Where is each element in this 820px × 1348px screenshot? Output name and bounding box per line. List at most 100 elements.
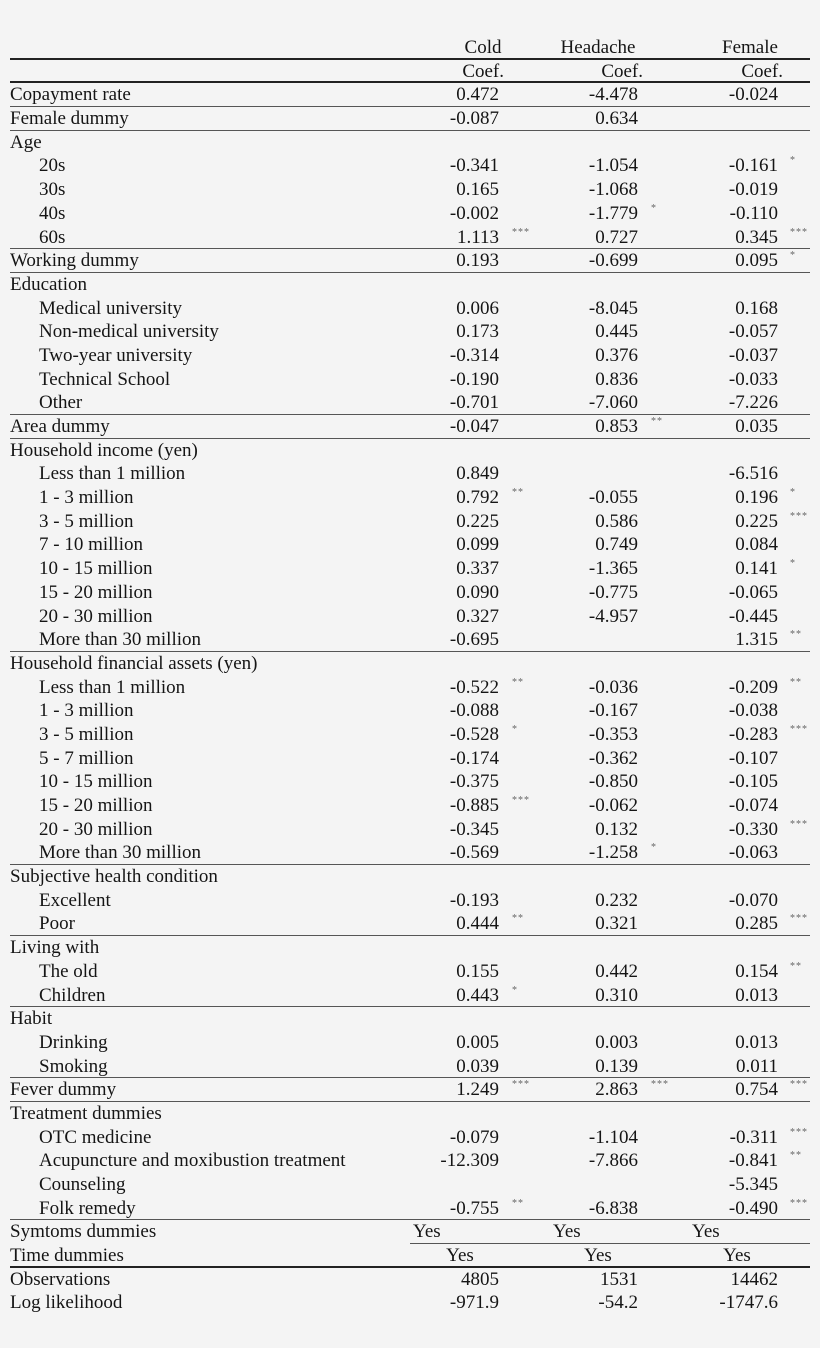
row-label: Smoking [39,1055,108,1077]
coef-value: -0.375 [449,771,499,793]
row-label: 3 - 5 million [39,510,134,532]
row-label: Counseling [39,1174,126,1195]
coef-value: -1.365 [588,558,638,580]
row-label: Age [10,131,42,153]
table-row: OTC medicine -0.079 -1.104 -0.311 *** [0,1126,820,1150]
coef-value: 1.315 [735,629,778,651]
stat-value: -1747.6 [719,1292,778,1314]
coef-value: -0.695 [449,629,499,651]
significance-stars: ** [651,416,663,427]
table-row: Counseling -5.345 [0,1173,820,1197]
coef-value: 1.113 [456,226,499,248]
stat-value: 4805 [461,1268,499,1290]
row-label: Education [10,273,88,295]
row-label: 15 - 20 million [39,581,153,603]
row-label: Less than 1 million [39,676,186,698]
significance-stars: ** [512,1197,524,1209]
coef-value: -0.062 [588,795,638,816]
coef-value: 0.005 [456,1031,499,1053]
row-label: More than 30 million [39,842,202,864]
coef-value: 0.225 [735,510,778,532]
subheader-row: Coef. Coef. Coef. [0,60,820,84]
significance-stars: *** [512,1079,530,1091]
row-label: 20s [39,155,66,177]
coef-value: 0.013 [735,984,778,1006]
table-row: 3 - 5 million -0.528 * -0.353 -0.283 *** [0,723,820,747]
row-label: 5 - 7 million [39,747,134,769]
table-row: Education [0,273,820,297]
table-row: 20 - 30 million 0.327 -4.957 -0.445 [0,605,820,629]
coef-value: -0.314 [449,344,499,366]
dummy-indicator: Yes [692,1221,720,1243]
coef-value: -0.841 [728,1150,778,1172]
coef-value: -0.699 [588,250,638,272]
significance-stars: * [790,250,796,262]
coef-value: -1.779 [588,202,638,224]
stat-value: -971.9 [449,1292,499,1314]
table-row: 30s 0.165 -1.068 -0.019 [0,178,820,202]
coef-value: 0.196 [735,487,778,509]
table-row: 1 - 3 million 0.792 ** -0.055 0.196 * [0,486,820,510]
dummy-indicator: Yes [413,1221,441,1243]
coef-value: -0.161 [728,155,778,177]
coef-value: -0.490 [728,1197,778,1219]
significance-stars: *** [790,510,808,522]
coef-value: 0.337 [456,558,499,580]
coef-value: 0.095 [735,250,778,272]
coef-value: -0.569 [449,842,499,864]
coef-value: 0.586 [595,510,638,532]
row-label: OTC medicine [39,1126,152,1148]
coef-value: -0.522 [449,676,499,698]
stat-value: 14462 [730,1268,779,1290]
table-row: Excellent -0.193 0.232 -0.070 [0,889,820,913]
row-label: Less than 1 million [39,463,186,485]
coef-value: 1.249 [456,1079,499,1101]
table-row: Treatment dummies [0,1102,820,1126]
coef-value: -0.063 [728,842,778,864]
row-label: 60s [39,226,66,248]
coef-header: Coef. [601,60,643,82]
coef-value: 0.445 [595,321,638,343]
coef-value: -0.330 [728,818,778,840]
table-row: 7 - 10 million 0.099 0.749 0.084 [0,533,820,557]
significance-stars: *** [790,1126,808,1138]
coef-value: -4.957 [588,605,638,627]
table-row: Acupuncture and moxibustion treatment -12… [0,1149,820,1173]
row-label: Acupuncture and moxibustion treatment [39,1150,346,1172]
table-row: Drinking 0.005 0.003 0.013 [0,1031,820,1055]
coef-value: 0.232 [595,889,638,911]
coef-header: Coef. [741,60,783,82]
coef-value: 0.754 [735,1079,778,1101]
table-row: Smoking 0.039 0.139 0.011 [0,1055,820,1079]
coef-value: -4.478 [588,84,638,106]
table-row: Medical university 0.006 -8.045 0.168 [0,297,820,321]
coef-value: 0.099 [456,534,499,556]
coef-value: 0.003 [595,1031,638,1053]
table-row: Habit [0,1007,820,1031]
table-row: 5 - 7 million -0.174 -0.362 -0.107 [0,747,820,771]
table-row: 20 - 30 million -0.345 0.132 -0.330 *** [0,818,820,842]
row-label: 30s [39,179,66,201]
row-label: Technical School [39,368,171,390]
coef-value: 0.849 [456,463,499,485]
coef-value: -0.193 [449,889,499,911]
coef-value: 0.836 [595,368,638,390]
coef-value: 0.039 [456,1055,499,1077]
table-row: Poor 0.444 ** 0.321 0.285 *** [0,912,820,936]
significance-stars: * [790,558,796,570]
coef-value: -7.226 [728,392,778,414]
table-row: Technical School -0.190 0.836 -0.033 [0,368,820,392]
coef-value: -0.105 [728,771,778,793]
row-label: Medical university [39,297,182,319]
coef-value: -0.057 [728,321,778,343]
significance-stars: ** [790,960,802,972]
table-row: The old 0.155 0.442 0.154 ** [0,960,820,984]
coef-value: -0.362 [588,747,638,769]
row-label: Excellent [39,889,111,911]
coef-value: 0.141 [735,558,778,580]
coef-value: 2.863 [595,1079,638,1101]
significance-stars: *** [790,1197,808,1209]
significance-stars: *** [790,1079,808,1091]
coef-value: -0.345 [449,818,499,840]
coef-value: 0.853 [595,416,638,437]
